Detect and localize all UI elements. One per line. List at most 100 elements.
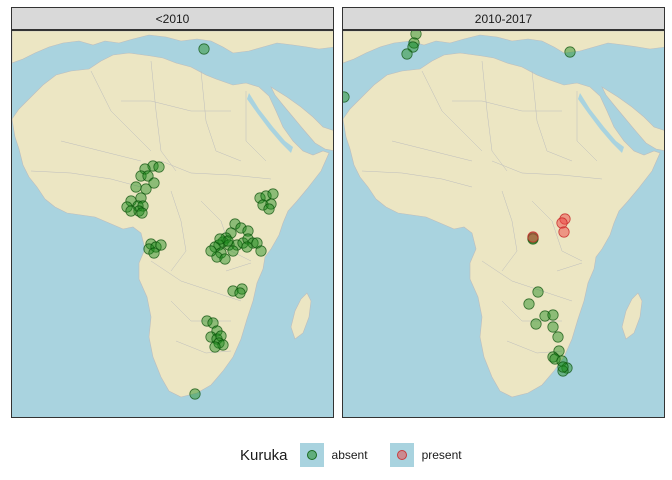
red-sea xyxy=(578,93,624,153)
country-border xyxy=(391,140,473,162)
country-border xyxy=(225,262,252,272)
absent-point xyxy=(247,237,259,249)
absent-point xyxy=(139,163,151,175)
map-svg-pre-2010 xyxy=(12,31,333,417)
country-border xyxy=(501,190,518,272)
country-border xyxy=(421,70,483,152)
absent-point xyxy=(189,388,201,400)
country-border xyxy=(200,70,242,162)
absent-point xyxy=(235,222,247,234)
country-border xyxy=(245,91,267,162)
panel-pre-2010: <2010 xyxy=(11,7,334,418)
absent-point xyxy=(408,37,420,49)
arabia-land xyxy=(601,86,664,151)
absent-point xyxy=(133,205,145,217)
madagascar-land xyxy=(290,292,312,340)
absent-point xyxy=(201,315,213,327)
absent-point xyxy=(148,177,160,189)
country-border xyxy=(90,70,152,152)
absent-dot-icon xyxy=(306,450,317,460)
absent-point xyxy=(263,203,275,215)
country-border xyxy=(121,100,231,112)
country-border xyxy=(150,260,242,302)
country-border xyxy=(175,340,232,354)
present-point xyxy=(558,226,570,238)
country-border xyxy=(481,60,508,172)
absent-point xyxy=(153,161,165,173)
country-border xyxy=(160,160,272,180)
absent-point xyxy=(227,245,239,257)
absent-point xyxy=(401,48,413,60)
absent-point xyxy=(552,331,564,343)
country-border xyxy=(60,140,142,162)
absent-point xyxy=(155,239,167,251)
map-pre-2010 xyxy=(11,30,334,418)
present-point xyxy=(556,217,568,229)
absent-point xyxy=(234,287,246,299)
absent-point xyxy=(241,241,253,253)
absent-point xyxy=(343,91,350,103)
country-border xyxy=(501,300,562,322)
absent-point xyxy=(219,253,231,265)
legend-label-present: present xyxy=(421,448,462,462)
red-sea xyxy=(247,93,293,153)
absent-point xyxy=(136,207,148,219)
country-border xyxy=(30,170,142,188)
absent-point xyxy=(148,247,160,259)
country-border xyxy=(491,160,603,180)
land-group xyxy=(343,31,664,398)
legend-key-absent xyxy=(299,443,324,467)
legend-key-present xyxy=(389,443,414,467)
absent-point xyxy=(130,181,142,193)
map-2010-2017 xyxy=(342,30,665,418)
absent-point xyxy=(223,239,235,251)
europe-land xyxy=(12,31,333,64)
absent-point xyxy=(539,310,551,322)
absent-point xyxy=(242,225,254,237)
country-border xyxy=(361,170,473,188)
present-point xyxy=(527,231,539,243)
panel-2010-2017: 2010-2017 xyxy=(342,7,665,418)
absent-point xyxy=(557,361,569,373)
absent-point xyxy=(557,365,569,377)
land-group xyxy=(12,31,333,398)
legend-title: Kuruka xyxy=(240,446,288,464)
absent-point xyxy=(257,199,269,211)
absent-point xyxy=(209,341,221,353)
madagascar-land xyxy=(621,292,643,340)
absent-point xyxy=(125,205,137,217)
legend: Kuruka absent present xyxy=(240,443,484,467)
present-dot-icon xyxy=(396,450,407,460)
country-border xyxy=(531,70,573,162)
africa-land xyxy=(12,52,330,398)
absent-point xyxy=(214,233,226,245)
absent-point xyxy=(198,43,210,55)
absent-point xyxy=(227,285,239,297)
absent-point xyxy=(547,321,559,333)
country-border xyxy=(481,260,573,302)
absent-point xyxy=(410,31,422,40)
country-border xyxy=(576,91,598,162)
country-border xyxy=(452,100,562,112)
africa-land xyxy=(343,52,661,398)
absent-point xyxy=(547,309,559,321)
country-border xyxy=(556,262,583,272)
country-border xyxy=(531,200,583,262)
legend-label-absent: absent xyxy=(331,448,368,462)
absent-point xyxy=(215,330,227,342)
absent-point xyxy=(549,353,561,365)
absent-point xyxy=(205,245,217,257)
panel-strip-title: 2010-2017 xyxy=(342,7,665,30)
country-border xyxy=(150,60,177,172)
absent-point xyxy=(530,318,542,330)
absent-point xyxy=(523,298,535,310)
country-border xyxy=(170,190,187,272)
europe-land xyxy=(343,31,664,64)
absent-point xyxy=(564,46,576,58)
absent-point xyxy=(254,192,266,204)
panel-strip-title: <2010 xyxy=(11,7,334,30)
map-svg-2010-2017 xyxy=(343,31,664,417)
absent-point xyxy=(267,188,279,200)
absent-point xyxy=(255,245,267,257)
arabia-land xyxy=(270,86,333,151)
